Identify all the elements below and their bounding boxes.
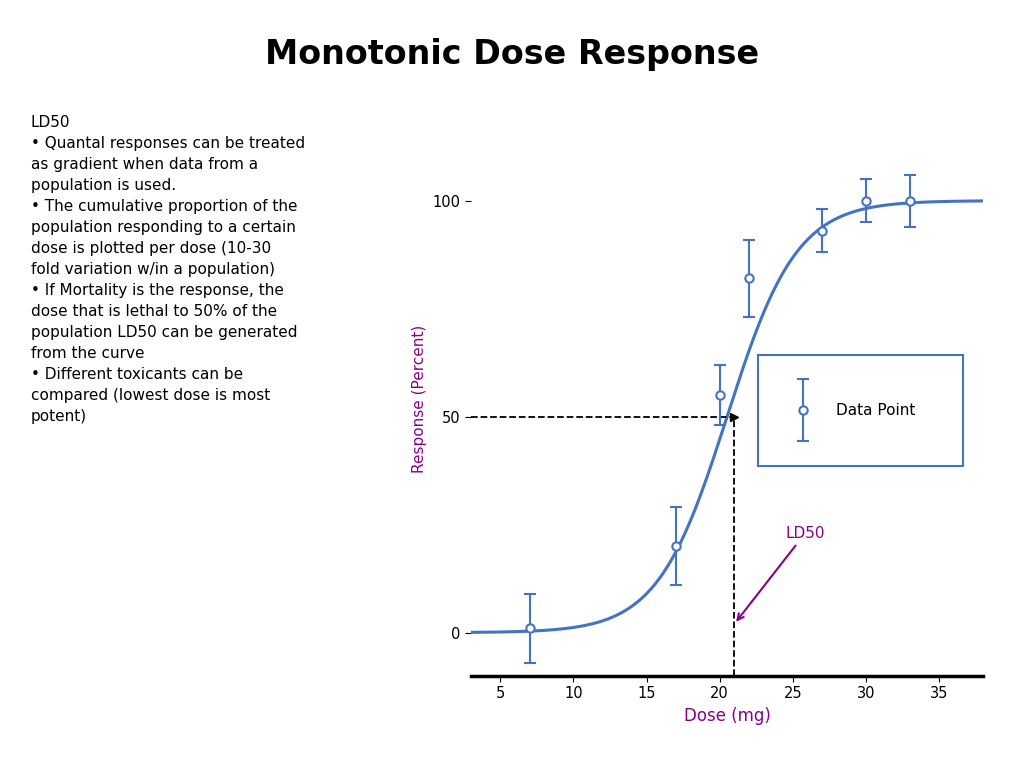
Y-axis label: Response (Percent): Response (Percent) — [412, 325, 427, 474]
X-axis label: Dose (mg): Dose (mg) — [684, 707, 770, 725]
Text: Monotonic Dose Response: Monotonic Dose Response — [265, 38, 759, 71]
Text: LD50
• Quantal responses can be treated
as gradient when data from a
population : LD50 • Quantal responses can be treated … — [31, 115, 305, 424]
Text: LD50: LD50 — [737, 525, 825, 620]
